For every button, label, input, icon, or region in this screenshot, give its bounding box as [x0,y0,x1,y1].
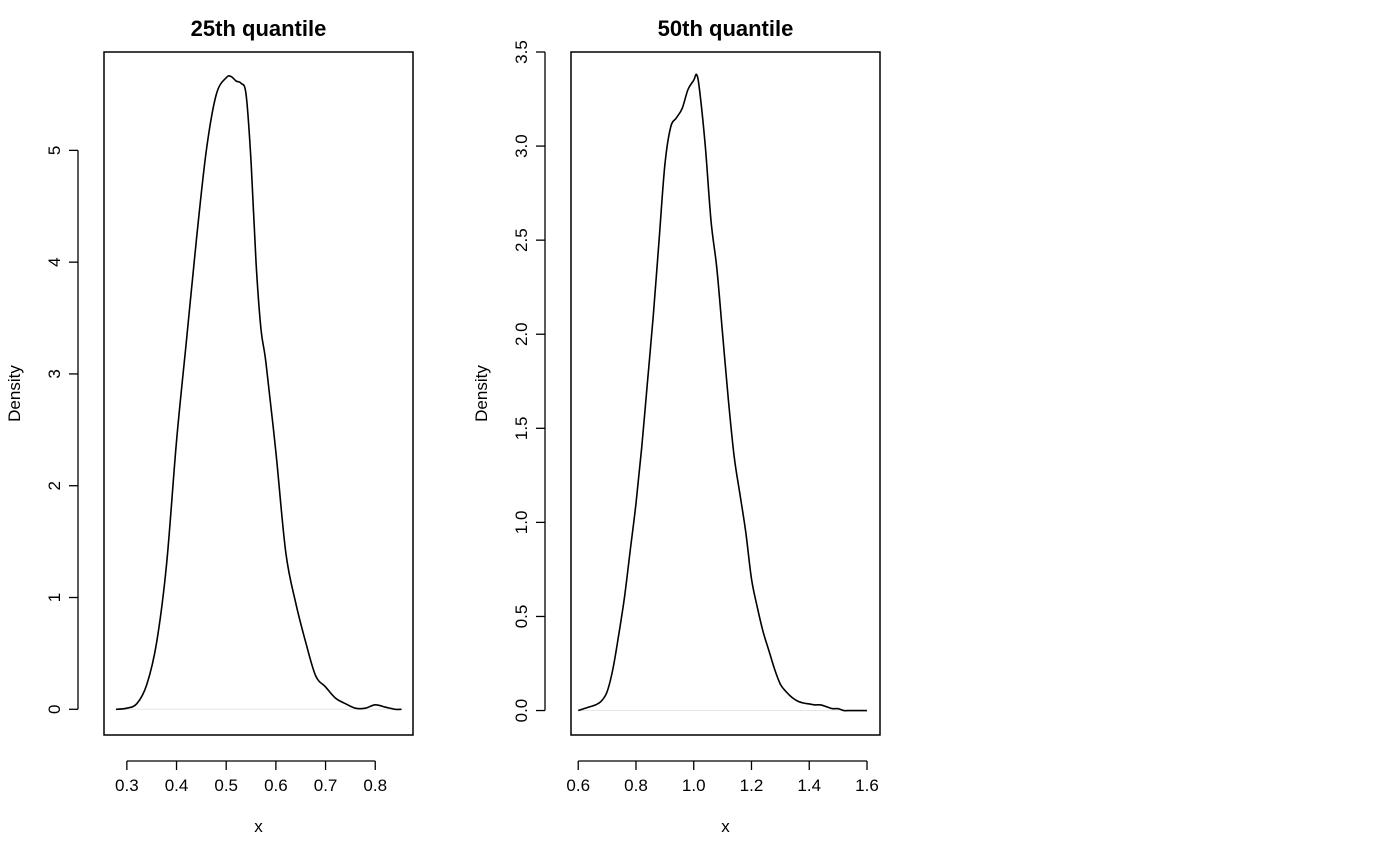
y-tick-label: 1.0 [512,511,531,535]
density-curve-line [115,75,402,711]
y-tick-label: 3.5 [512,40,531,64]
x-tick-label: 0.3 [115,776,139,795]
y-tick-label: 0.0 [512,699,531,723]
y-tick-label: 1 [45,593,64,602]
chart-panel-2: 50th quantile 0.6 0.8 1.0 1.2 1.4 1.6 x 0.0 0.5 1.… [472,16,881,836]
x-tick-label: 0.7 [314,776,338,795]
y-tick-label: 2.0 [512,322,531,346]
y-tick-label: 2.5 [512,228,531,252]
y-tick-label: 3 [45,369,64,378]
x-tick-label: 0.6 [264,776,288,795]
x-axis-label: x [721,817,730,836]
y-axis-label: Density [472,365,491,422]
plot-frame [570,51,881,736]
y-tick-label: 4 [45,257,64,266]
y-tick-label: 5 [45,146,64,155]
y-tick-label: 3.0 [512,134,531,158]
y-axis-label: Density [5,365,24,422]
y-tick-label: 2 [45,481,64,490]
x-tick-label: 1.0 [682,776,706,795]
plot-frame [103,51,414,736]
x-tick-label: 1.2 [740,776,764,795]
x-tick-label: 0.8 [624,776,648,795]
chart-title: 50th quantile [658,16,794,41]
x-tick-label: 1.4 [797,776,821,795]
y-tick-label: 0.5 [512,605,531,629]
chart-panel-1: 25th quantile 0.3 0.4 0.5 0.6 0.7 0.8 x 0 1 2 3 4 5 De… [5,16,414,836]
x-tick-label: 0.6 [566,776,590,795]
x-tick-label: 1.6 [855,776,879,795]
x-tick-label: 0.8 [363,776,387,795]
x-tick-label: 0.5 [214,776,238,795]
x-tick-label: 0.4 [165,776,189,795]
x-axis-label: x [254,817,263,836]
y-tick-label: 1.5 [512,416,531,440]
y-tick-label: 0 [45,705,64,714]
chart-title: 25th quantile [191,16,327,41]
density-curve-line [577,73,867,712]
